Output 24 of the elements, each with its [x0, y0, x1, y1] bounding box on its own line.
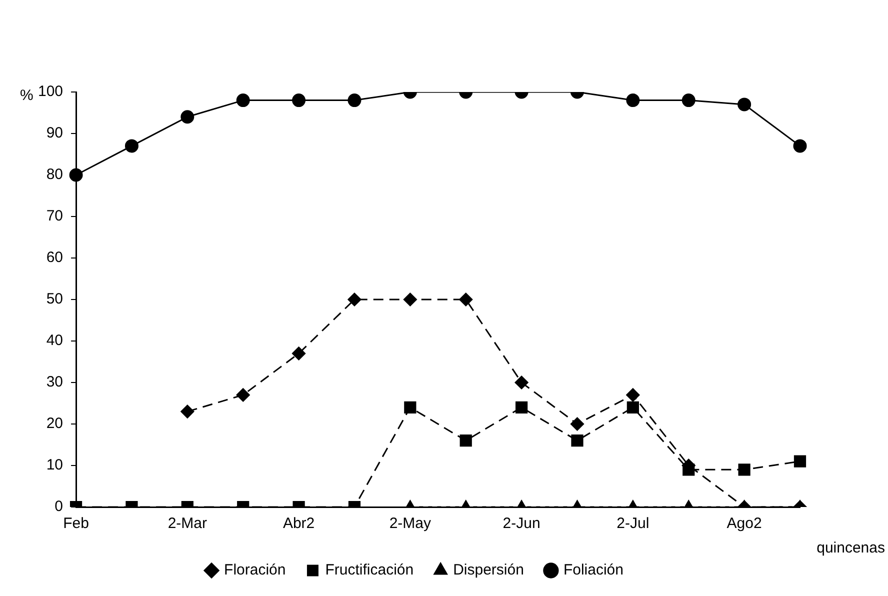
x-tick-label: 2-Jul — [616, 515, 650, 532]
y-tick-label: 30 — [46, 374, 64, 391]
y-axis-title: % — [20, 87, 34, 104]
x-axis-title: quincenas — [816, 540, 885, 557]
x-tick-label: 2-Jun — [502, 515, 540, 532]
y-tick-label: 90 — [46, 124, 64, 142]
x-tick-label: Ago2 — [726, 515, 762, 532]
y-tick-label: 40 — [46, 332, 64, 350]
x-tick-label: Abr2 — [282, 515, 315, 532]
x-tick-label: 2-May — [389, 515, 432, 532]
y-tick-label: 60 — [46, 249, 64, 266]
legend-label: Floración — [224, 562, 286, 579]
y-tick-label: 100 — [38, 83, 64, 100]
legend-label: Fructificación — [325, 562, 414, 579]
legend-label: Dispersión — [453, 562, 524, 579]
legend-label: Foliación — [563, 562, 624, 579]
y-tick-label: 50 — [46, 290, 64, 308]
x-tick-label: 2-Mar — [168, 515, 207, 532]
y-tick-label: 20 — [46, 415, 64, 432]
y-tick-label: 0 — [54, 498, 64, 516]
y-tick-label: 70 — [46, 208, 64, 225]
y-tick-label: 10 — [46, 456, 64, 474]
y-tick-label: 80 — [46, 166, 64, 184]
x-tick-label: Feb — [63, 515, 89, 532]
